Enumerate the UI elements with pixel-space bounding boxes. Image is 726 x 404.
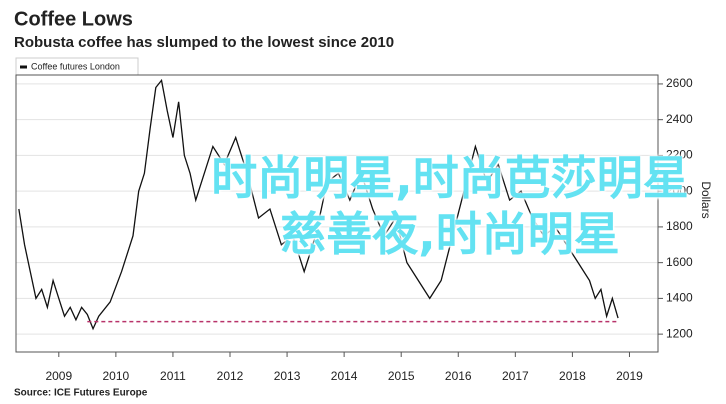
x-tick-label: 2014 bbox=[331, 369, 358, 383]
y-tick-label: 2200 bbox=[666, 148, 693, 162]
y-tick-label: 1800 bbox=[666, 219, 693, 233]
legend-label: Coffee futures London bbox=[31, 61, 120, 71]
y-tick-label: 2600 bbox=[666, 76, 693, 90]
x-tick-label: 2019 bbox=[616, 369, 643, 383]
y-tick-label: 2000 bbox=[666, 183, 693, 197]
x-tick-label: 2011 bbox=[160, 369, 186, 383]
x-tick-label: 2010 bbox=[103, 369, 130, 383]
x-tick-label: 2018 bbox=[559, 369, 586, 383]
x-tick-label: 2009 bbox=[45, 369, 72, 383]
x-tick-label: 2013 bbox=[274, 369, 301, 383]
chart-title: Coffee Lows bbox=[14, 8, 133, 30]
overlay-text: 时尚明星,时尚芭莎明星慈善夜,时尚明星 bbox=[211, 151, 689, 261]
y-tick-label: 1400 bbox=[666, 291, 693, 305]
y-axis-label: Dollars bbox=[699, 181, 713, 218]
y-tick-label: 2400 bbox=[666, 112, 693, 126]
plot-frame bbox=[15, 74, 659, 353]
x-tick-label: 2017 bbox=[502, 369, 529, 383]
line-series bbox=[18, 78, 619, 331]
chart-subtitle: Robusta coffee has slumped to the lowest… bbox=[14, 34, 394, 51]
y-tick-label: 1200 bbox=[666, 326, 693, 340]
x-tick-label: 2016 bbox=[445, 369, 472, 383]
x-tick-label: 2015 bbox=[388, 369, 415, 383]
source: Source: ICE Futures Europe bbox=[14, 388, 148, 399]
y-tick-label: 1600 bbox=[666, 255, 693, 269]
x-tick-label: 2012 bbox=[217, 369, 244, 383]
